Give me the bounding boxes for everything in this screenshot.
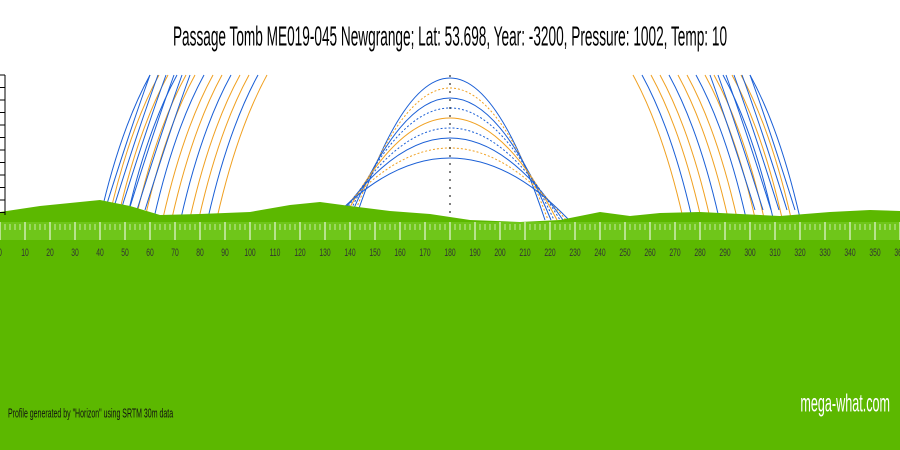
x-tick-label: 190 xyxy=(469,246,480,258)
arc xyxy=(345,107,555,221)
x-tick-label: 290 xyxy=(719,246,730,258)
x-tick-label: 270 xyxy=(669,246,680,258)
arc xyxy=(207,74,259,219)
x-tick-label: 120 xyxy=(294,246,305,258)
arc xyxy=(336,137,564,221)
arc xyxy=(189,74,241,219)
arc xyxy=(741,74,788,211)
arc xyxy=(112,74,159,211)
x-tick-label: 40 xyxy=(96,246,104,258)
arc xyxy=(136,74,183,211)
arc xyxy=(171,74,223,219)
x-tick-label: 130 xyxy=(319,246,330,258)
arc xyxy=(104,74,151,211)
x-tick-label: 140 xyxy=(344,246,355,258)
arc xyxy=(108,74,160,219)
arc xyxy=(641,74,693,219)
x-tick-label: 0 xyxy=(0,246,2,258)
x-tick-label: 210 xyxy=(519,246,530,258)
x-tick-label: 110 xyxy=(270,246,281,258)
x-tick-label: 300 xyxy=(744,246,755,258)
arc xyxy=(717,74,764,211)
chart-title: Passage Tomb ME019-045 Newgrange; Lat: 5… xyxy=(173,20,727,52)
arc xyxy=(342,117,558,221)
x-tick-label: 360 xyxy=(894,246,900,258)
arc xyxy=(198,74,250,219)
arc xyxy=(632,74,684,219)
arc xyxy=(749,74,796,211)
x-tick-label: 280 xyxy=(694,246,705,258)
arc xyxy=(348,97,552,221)
x-tick-label: 170 xyxy=(419,246,430,258)
arc xyxy=(740,74,792,219)
x-tick-label: 330 xyxy=(819,246,830,258)
arc xyxy=(180,74,232,219)
x-tick-label: 220 xyxy=(544,246,555,258)
sun-moon-paths xyxy=(99,74,801,221)
arc xyxy=(216,74,268,219)
x-tick-label: 30 xyxy=(71,246,79,258)
x-tick-label: 350 xyxy=(869,246,880,258)
x-tick-label: 100 xyxy=(244,246,255,258)
arc xyxy=(709,74,756,211)
x-tick-label: 60 xyxy=(146,246,154,258)
x-tick-label: 200 xyxy=(494,246,505,258)
terrain xyxy=(0,200,900,450)
x-tick-label: 250 xyxy=(619,246,630,258)
arc xyxy=(704,74,756,219)
x-tick-label: 50 xyxy=(121,246,129,258)
site-name: mega-what.com xyxy=(800,390,890,418)
footer-note: Profile generated by "Horizon" using SRT… xyxy=(8,407,173,421)
arc xyxy=(144,74,196,219)
x-tick-label: 160 xyxy=(394,246,405,258)
arc xyxy=(677,74,729,219)
arc xyxy=(722,74,774,219)
arc xyxy=(686,74,738,219)
arc xyxy=(725,74,772,211)
x-tick-label: 80 xyxy=(196,246,204,258)
arc xyxy=(144,74,191,211)
arc xyxy=(650,74,702,219)
x-tick-label: 340 xyxy=(844,246,855,258)
arc xyxy=(128,74,175,211)
x-tick-label: 180 xyxy=(444,246,455,258)
arc xyxy=(153,74,205,219)
x-tick-label: 150 xyxy=(369,246,380,258)
x-tick-label: 260 xyxy=(644,246,655,258)
x-tick-label: 240 xyxy=(594,246,605,258)
x-tick-label: 10 xyxy=(21,246,29,258)
arc xyxy=(749,74,801,219)
x-tick-label: 70 xyxy=(171,246,179,258)
arc xyxy=(695,74,747,219)
arc xyxy=(162,74,214,219)
x-tick-label: 20 xyxy=(46,246,54,258)
arc xyxy=(733,74,780,211)
x-tick-label: 320 xyxy=(794,246,805,258)
arc xyxy=(668,74,720,219)
arc xyxy=(339,127,561,221)
x-tick-label: 230 xyxy=(569,246,580,258)
x-tick-label: 310 xyxy=(769,246,780,258)
arc xyxy=(120,74,167,211)
x-tick-label: 90 xyxy=(221,246,229,258)
arc xyxy=(659,74,711,219)
arc xyxy=(330,157,570,221)
arc xyxy=(99,74,151,219)
arc xyxy=(126,74,178,219)
